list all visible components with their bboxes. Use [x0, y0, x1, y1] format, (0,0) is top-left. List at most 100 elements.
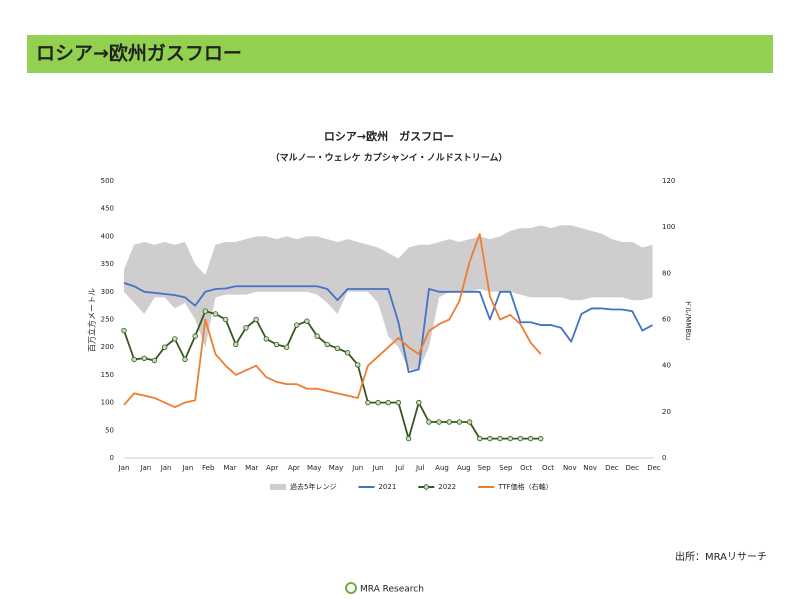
y2-tick-label: 40	[662, 362, 671, 370]
data-point	[385, 399, 391, 406]
data-point	[334, 345, 341, 352]
data-point	[202, 308, 209, 314]
series-line	[123, 310, 541, 440]
data-point	[355, 362, 361, 368]
y-tick-label: 250	[101, 316, 114, 324]
legend-swatch	[270, 484, 286, 490]
data-point	[294, 322, 300, 328]
data-point	[141, 355, 148, 361]
source-note: 出所：MRAリサーチ	[675, 550, 767, 563]
x-tick-label: Feb	[202, 464, 215, 472]
data-point	[497, 435, 503, 442]
slide-title: ロシア→欧州ガスフロー	[36, 42, 242, 65]
x-tick-label: Jun	[351, 464, 363, 472]
data-point	[365, 399, 371, 406]
data-point	[212, 311, 219, 317]
data-point	[324, 341, 330, 348]
data-point	[477, 435, 483, 442]
data-point	[161, 344, 168, 350]
y-tick-label: 50	[105, 426, 114, 434]
data-point	[233, 341, 239, 348]
series-line	[123, 282, 653, 374]
x-tick-label: Oct	[520, 464, 532, 472]
data-point	[253, 316, 259, 323]
data-point	[172, 336, 178, 342]
data-point	[192, 333, 198, 339]
legend-label: 過去5年レンジ	[290, 482, 336, 491]
data-point	[395, 399, 402, 406]
data-point	[131, 356, 137, 363]
x-tick-label: Jul	[415, 464, 425, 472]
x-tick-label: Jan	[118, 464, 130, 472]
data-point	[517, 435, 524, 442]
y-tick-label: 500	[101, 177, 114, 185]
data-point	[507, 435, 513, 442]
x-tick-label: Nov	[563, 464, 577, 472]
y2-tick-label: 20	[662, 408, 671, 416]
data-point	[182, 356, 188, 363]
x-tick-label: Sep	[499, 464, 513, 472]
y2-tick-label: 120	[662, 177, 675, 185]
data-point	[527, 435, 534, 442]
x-tick-label: Mar	[245, 464, 258, 472]
data-point	[283, 344, 290, 350]
data-point	[304, 318, 310, 324]
logo-icon	[345, 582, 357, 594]
y2-tick-label: 0	[662, 454, 666, 462]
x-tick-label: Apr	[288, 464, 300, 472]
x-tick-label: Jan	[139, 464, 151, 472]
y-tick-label: 100	[101, 399, 114, 407]
x-tick-label: Jan	[160, 464, 172, 472]
x-tick-label: Dec	[625, 464, 639, 472]
x-tick-label: Jan	[181, 464, 193, 472]
data-point	[538, 435, 544, 442]
x-tick-label: Sep	[478, 464, 492, 472]
data-point	[446, 419, 452, 425]
data-point	[436, 419, 442, 425]
legend-label: 2022	[438, 483, 456, 491]
data-point	[416, 399, 422, 406]
x-tick-label: Apr	[266, 464, 278, 472]
data-point	[375, 399, 381, 406]
x-tick-label: Oct	[542, 464, 554, 472]
data-point	[314, 333, 320, 339]
x-tick-label: Aug	[435, 464, 449, 472]
y-tick-label: 400	[101, 232, 114, 240]
data-point	[344, 350, 351, 356]
data-point	[405, 435, 412, 442]
data-point	[222, 316, 229, 323]
data-point	[151, 357, 158, 364]
x-tick-label: Jun	[372, 464, 384, 472]
series-line	[123, 233, 542, 409]
y-tick-label: 200	[101, 343, 114, 351]
y2-tick-label: 80	[662, 269, 671, 277]
data-point	[426, 419, 432, 425]
chart-title: ロシア→欧州 ガスフロー	[324, 129, 454, 143]
data-point	[466, 419, 473, 425]
x-tick-label: Mar	[223, 464, 236, 472]
x-tick-label: May	[307, 464, 321, 472]
x-tick-label: Dec	[647, 464, 661, 472]
logo-text: MRA Research	[360, 585, 424, 595]
y-tick-label: 350	[101, 260, 114, 268]
data-point	[263, 336, 270, 342]
data-point	[487, 435, 493, 442]
y-tick-label: 300	[101, 288, 114, 296]
y-axis-title: 百万立方メートル	[87, 288, 97, 352]
header-bar	[27, 35, 773, 73]
x-tick-label: May	[329, 464, 343, 472]
y2-tick-label: 100	[662, 223, 675, 231]
legend-marker	[423, 484, 429, 490]
data-point	[273, 341, 280, 348]
range-area	[124, 225, 653, 370]
legend-label: 2021	[378, 483, 396, 491]
y2-tick-label: 60	[662, 316, 671, 324]
x-tick-label: Nov	[583, 464, 597, 472]
y-tick-label: 450	[101, 205, 114, 213]
data-point	[243, 325, 249, 331]
y2-axis-title: ドル/MMBtu	[684, 300, 692, 340]
chart-subtitle: （マルノー・ウェレケ カプシャンイ・ノルドストリーム）	[271, 152, 508, 164]
x-tick-label: Aug	[457, 464, 471, 472]
